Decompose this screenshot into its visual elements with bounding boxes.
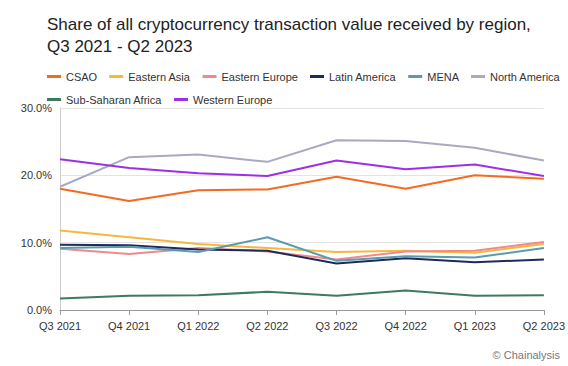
svg-text:MENA: MENA (427, 71, 459, 83)
svg-text:Q2 2022: Q2 2022 (246, 320, 288, 332)
svg-text:North America: North America (490, 71, 561, 83)
svg-text:20.0%: 20.0% (21, 169, 52, 181)
svg-text:Q3 2021 - Q2 2023: Q3 2021 - Q2 2023 (47, 37, 193, 56)
svg-text:CSAO: CSAO (66, 71, 98, 83)
svg-text:30.0%: 30.0% (21, 102, 52, 114)
svg-text:Eastern Asia: Eastern Asia (128, 71, 191, 83)
svg-text:Q4 2021: Q4 2021 (108, 320, 150, 332)
svg-text:Western Europe: Western Europe (193, 94, 272, 106)
svg-text:Q2 2023: Q2 2023 (523, 320, 565, 332)
svg-text:Q1 2022: Q1 2022 (177, 320, 219, 332)
svg-text:Q3 2022: Q3 2022 (315, 320, 357, 332)
svg-text:Sub-Saharan Africa: Sub-Saharan Africa (66, 94, 162, 106)
svg-text:Eastern Europe: Eastern Europe (222, 71, 298, 83)
svg-text:Latin America: Latin America (329, 71, 397, 83)
svg-text:© Chainalysis: © Chainalysis (493, 349, 561, 361)
svg-text:10.0%: 10.0% (21, 237, 52, 249)
svg-text:Share of all cryptocurrency tr: Share of all cryptocurrency transaction … (47, 15, 531, 34)
svg-text:Q3 2021: Q3 2021 (39, 320, 81, 332)
svg-text:Q4 2022: Q4 2022 (385, 320, 427, 332)
svg-text:Q1 2023: Q1 2023 (454, 320, 496, 332)
svg-text:0.0%: 0.0% (27, 304, 52, 316)
